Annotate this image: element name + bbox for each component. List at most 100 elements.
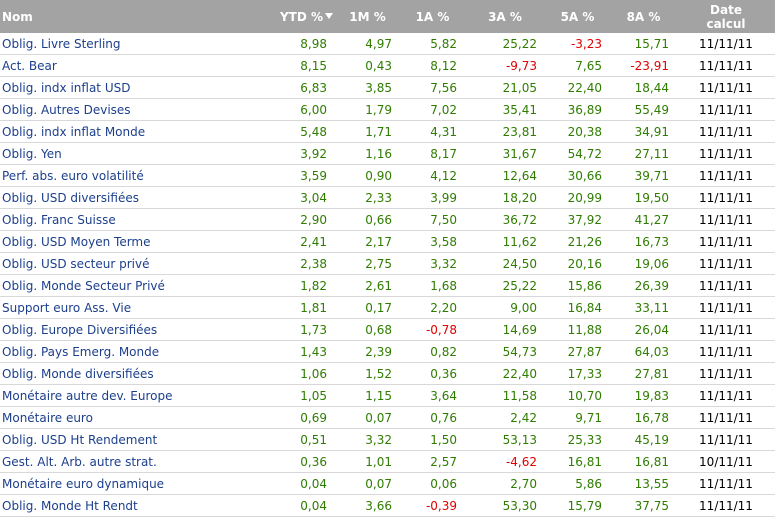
header-label: Date calcul	[706, 2, 746, 31]
fund-name: Oblig. Europe Diversifiées	[0, 318, 278, 341]
fund-name: Oblig. USD diversifiées	[0, 186, 278, 209]
date-cell: 11/11/11	[677, 186, 775, 209]
perf-cell: 17,33	[545, 362, 610, 385]
table-row: Oblig. USD Ht Rendement 0,51 3,32 1,50 53,13…	[0, 428, 775, 451]
perf-cell: 2,39	[335, 340, 400, 363]
perf-cell: 11,88	[545, 318, 610, 341]
perf-cell: 1,73	[278, 318, 335, 341]
perf-cell: 54,72	[545, 142, 610, 165]
perf-cell: 1,15	[335, 384, 400, 407]
table-row: Oblig. Monde Secteur Privé 1,82 2,61 1,68 25…	[0, 274, 775, 297]
perf-cell: 3,85	[335, 76, 400, 99]
perf-cell: 9,00	[465, 296, 545, 319]
header-label: 1A %	[415, 9, 450, 24]
perf-cell: 1,43	[278, 340, 335, 363]
perf-cell: 14,69	[465, 318, 545, 341]
perf-cell: 2,41	[278, 230, 335, 253]
perf-cell: 3,32	[335, 428, 400, 451]
table-row: Support euro Ass. Vie 1,81 0,17 2,20 9,00 16,…	[0, 296, 775, 319]
table-row: Perf. abs. euro volatilité 3,59 0,90 4,12 12…	[0, 164, 775, 187]
date-cell: 11/11/11	[677, 318, 775, 341]
header-label: 3A %	[488, 9, 522, 24]
perf-cell: 7,50	[400, 208, 465, 231]
perf-cell: 8,15	[278, 54, 335, 77]
perf-cell: 2,75	[335, 252, 400, 275]
perf-cell: 55,49	[610, 98, 677, 121]
date-cell: 11/11/11	[677, 33, 775, 55]
column-header[interactable]: 5A %	[545, 0, 610, 33]
perf-cell: 34,91	[610, 120, 677, 143]
perf-cell: 1,06	[278, 362, 335, 385]
perf-cell: 2,20	[400, 296, 465, 319]
perf-cell: 0,66	[335, 208, 400, 231]
perf-cell: 5,86	[545, 472, 610, 495]
perf-cell: 2,70	[465, 472, 545, 495]
perf-cell: 3,92	[278, 142, 335, 165]
perf-cell: 3,32	[400, 252, 465, 275]
fund-name: Oblig. Autres Devises	[0, 98, 278, 121]
perf-cell: 19,83	[610, 384, 677, 407]
perf-cell: 26,39	[610, 274, 677, 297]
perf-cell: 64,03	[610, 340, 677, 363]
column-header[interactable]: 3A %	[465, 0, 545, 33]
perf-cell: 36,72	[465, 208, 545, 231]
fund-name: Act. Bear	[0, 54, 278, 77]
fund-name: Oblig. Yen	[0, 142, 278, 165]
perf-cell: 1,68	[400, 274, 465, 297]
perf-cell: 27,11	[610, 142, 677, 165]
table-row: Oblig. Franc Suisse 2,90 0,66 7,50 36,72 37,9…	[0, 208, 775, 231]
perf-cell: 0,51	[278, 428, 335, 451]
perf-cell: 2,61	[335, 274, 400, 297]
perf-cell: 13,55	[610, 472, 677, 495]
perf-cell: 21,05	[465, 76, 545, 99]
perf-cell: 2,90	[278, 208, 335, 231]
date-cell: 11/11/11	[677, 76, 775, 99]
column-header[interactable]: Nom	[0, 0, 278, 33]
perf-cell: 30,66	[545, 164, 610, 187]
column-header[interactable]: YTD %	[278, 0, 335, 33]
perf-cell: 6,00	[278, 98, 335, 121]
perf-cell: 15,86	[545, 274, 610, 297]
header-label: YTD %	[279, 9, 324, 24]
perf-cell: 36,89	[545, 98, 610, 121]
perf-cell: 3,66	[335, 494, 400, 517]
column-header[interactable]: 1A %	[400, 0, 465, 33]
table-row: Oblig. Europe Diversifiées 1,73 0,68 -0,78 1…	[0, 318, 775, 341]
table-row: Oblig. indx inflat USD 6,83 3,85 7,56 21,05 2…	[0, 76, 775, 99]
perf-cell: 39,71	[610, 164, 677, 187]
perf-cell: 0,69	[278, 406, 335, 429]
table-row: Monétaire autre dev. Europe 1,05 1,15 3,64 1…	[0, 384, 775, 407]
perf-cell: 20,99	[545, 186, 610, 209]
date-cell: 11/11/11	[677, 98, 775, 121]
fund-name: Oblig. Franc Suisse	[0, 208, 278, 231]
perf-cell: 27,81	[610, 362, 677, 385]
perf-cell: 1,50	[400, 428, 465, 451]
perf-cell: 4,12	[400, 164, 465, 187]
perf-cell: 1,82	[278, 274, 335, 297]
fund-name: Oblig. Monde Secteur Privé	[0, 274, 278, 297]
perf-cell: 37,92	[545, 208, 610, 231]
perf-cell: 2,38	[278, 252, 335, 275]
date-cell: 11/11/11	[677, 296, 775, 319]
header-label: 1M %	[349, 9, 386, 24]
fund-name: Oblig. indx inflat USD	[0, 76, 278, 99]
perf-cell: 1,01	[335, 450, 400, 473]
column-header[interactable]: 1M %	[335, 0, 400, 33]
date-cell: 11/11/11	[677, 120, 775, 143]
perf-cell: 2,42	[465, 406, 545, 429]
perf-cell: -0,78	[400, 318, 465, 341]
column-header[interactable]: 8A %	[610, 0, 677, 33]
perf-cell: 37,75	[610, 494, 677, 517]
fund-name: Oblig. USD secteur privé	[0, 252, 278, 275]
fund-name: Oblig. Pays Emerg. Monde	[0, 340, 278, 363]
table-row: Monétaire euro dynamique 0,04 0,07 0,06 2,70…	[0, 472, 775, 495]
perf-cell: 16,84	[545, 296, 610, 319]
perf-cell: 20,38	[545, 120, 610, 143]
perf-cell: 0,07	[335, 406, 400, 429]
table-row: Oblig. Yen 3,92 1,16 8,17 31,67 54,72 27,11 11/…	[0, 142, 775, 165]
perf-cell: 1,52	[335, 362, 400, 385]
header-label: 5A %	[560, 9, 595, 24]
date-cell: 11/11/11	[677, 274, 775, 297]
column-header[interactable]: Date calcul	[677, 0, 775, 33]
